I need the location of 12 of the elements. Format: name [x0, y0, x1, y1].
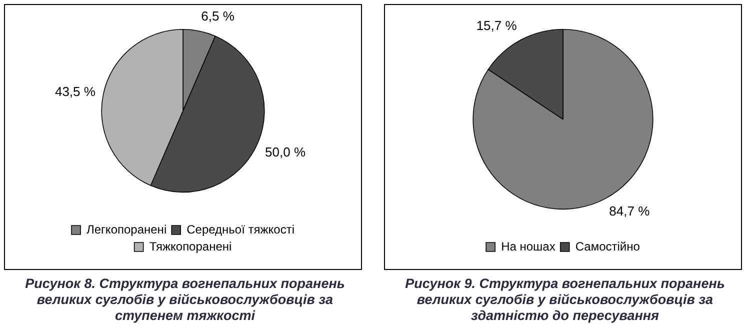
- legend-label: Самостійно: [575, 239, 640, 254]
- text: Рисунок 8. Структура вогнепальних поранень великих суглобів у військовослужбовців за ступенем тяжкості: [25, 276, 345, 324]
- legend-label: Середньої тяжкості: [186, 222, 294, 236]
- legend-label: На ношах: [501, 239, 556, 254]
- data-label: 43,5 %: [54, 84, 96, 100]
- legend-label: Легкопоранені: [86, 222, 167, 236]
- data-label: 6,5 %: [201, 8, 235, 24]
- data-label: 15,7 %: [476, 18, 518, 34]
- data-label: 50,0 %: [265, 144, 306, 160]
- text: Рисунок 9. Структура вогнепальних поранень великих суглобів у військовослужбовців за здатністю до пересування: [405, 276, 725, 324]
- data-label: 84,7 %: [609, 204, 650, 219]
- legend-label: Тяжкопоранені: [149, 239, 232, 254]
